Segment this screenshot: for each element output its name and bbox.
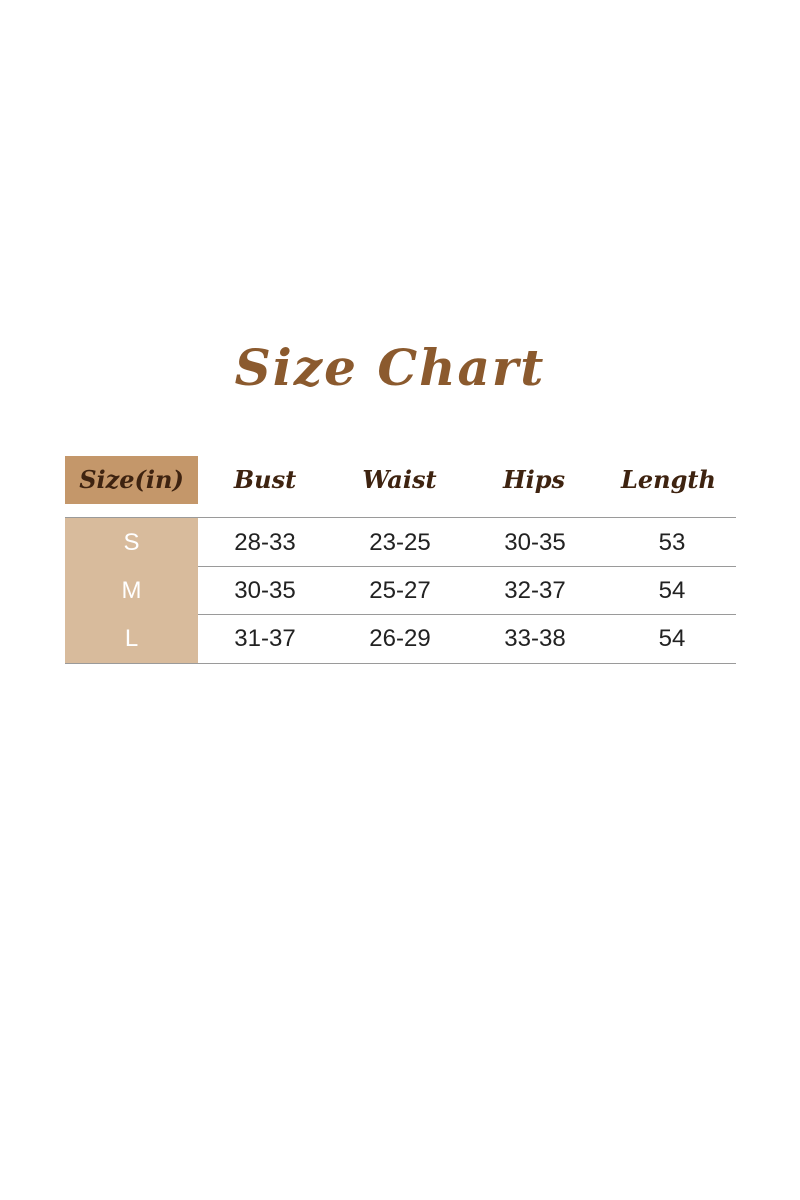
- waist-cell: 25-27: [369, 577, 431, 604]
- size-cell: S: [65, 518, 198, 567]
- size-cell: M: [65, 566, 198, 615]
- hips-cell: 32-37: [504, 577, 566, 604]
- bust-cell: 28-33: [234, 529, 296, 556]
- length-cell: 53: [658, 529, 686, 556]
- length-cell: 54: [658, 577, 686, 604]
- divider: [65, 566, 736, 567]
- hips-cell: 30-35: [504, 529, 566, 556]
- table-row: M 30-35 25-27 32-37 54: [65, 566, 736, 615]
- table-row: S 28-33 23-25 30-35 53: [65, 518, 736, 567]
- divider: [65, 517, 736, 518]
- divider: [65, 663, 736, 664]
- page-title: Size Chart: [234, 338, 546, 397]
- table-row: L 31-37 26-29 33-38 54: [65, 614, 736, 663]
- bust-cell: 31-37: [234, 625, 296, 652]
- header-hips: Hips: [502, 465, 566, 494]
- waist-cell: 26-29: [369, 625, 431, 652]
- divider: [65, 614, 736, 615]
- bust-cell: 30-35: [234, 577, 296, 604]
- waist-cell: 23-25: [369, 529, 431, 556]
- header-waist: Waist: [362, 465, 437, 494]
- header-bust: Bust: [233, 465, 297, 494]
- header-size: Size(in): [65, 456, 198, 504]
- header-length: Length: [621, 465, 716, 494]
- size-cell: L: [65, 614, 198, 663]
- length-cell: 54: [658, 625, 686, 652]
- hips-cell: 33-38: [504, 625, 566, 652]
